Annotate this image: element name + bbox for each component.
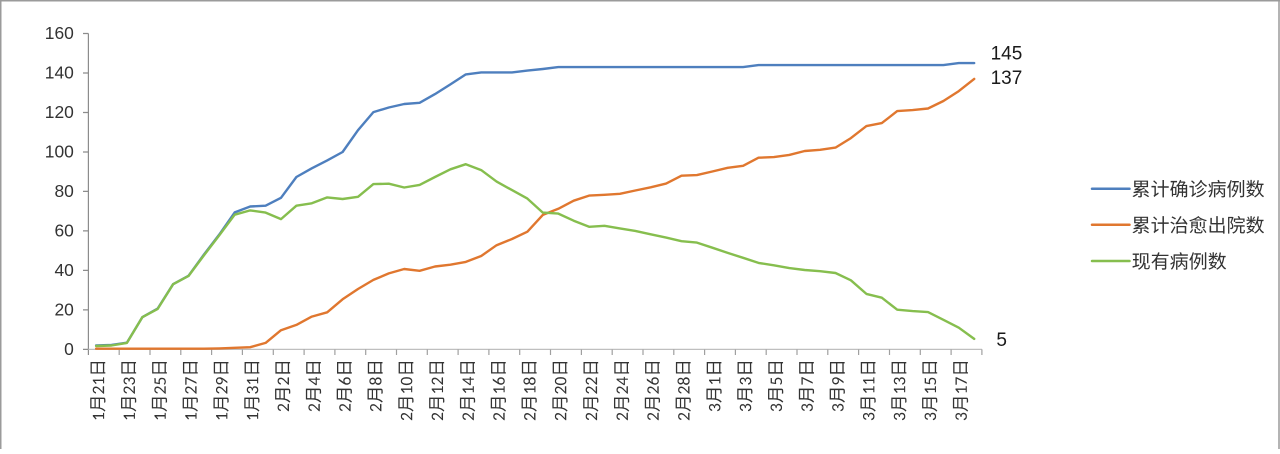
svg-text:20: 20 [54, 300, 73, 320]
svg-text:137: 137 [991, 68, 1023, 89]
svg-text:145: 145 [991, 44, 1023, 65]
svg-text:120: 120 [45, 102, 74, 122]
svg-text:0: 0 [64, 339, 74, 359]
svg-text:140: 140 [45, 63, 74, 83]
svg-text:5: 5 [996, 330, 1007, 351]
svg-text:40: 40 [54, 260, 73, 280]
svg-text:60: 60 [54, 221, 73, 241]
svg-text:80: 80 [54, 181, 73, 201]
svg-text:100: 100 [45, 142, 74, 162]
svg-text:160: 160 [45, 23, 74, 43]
